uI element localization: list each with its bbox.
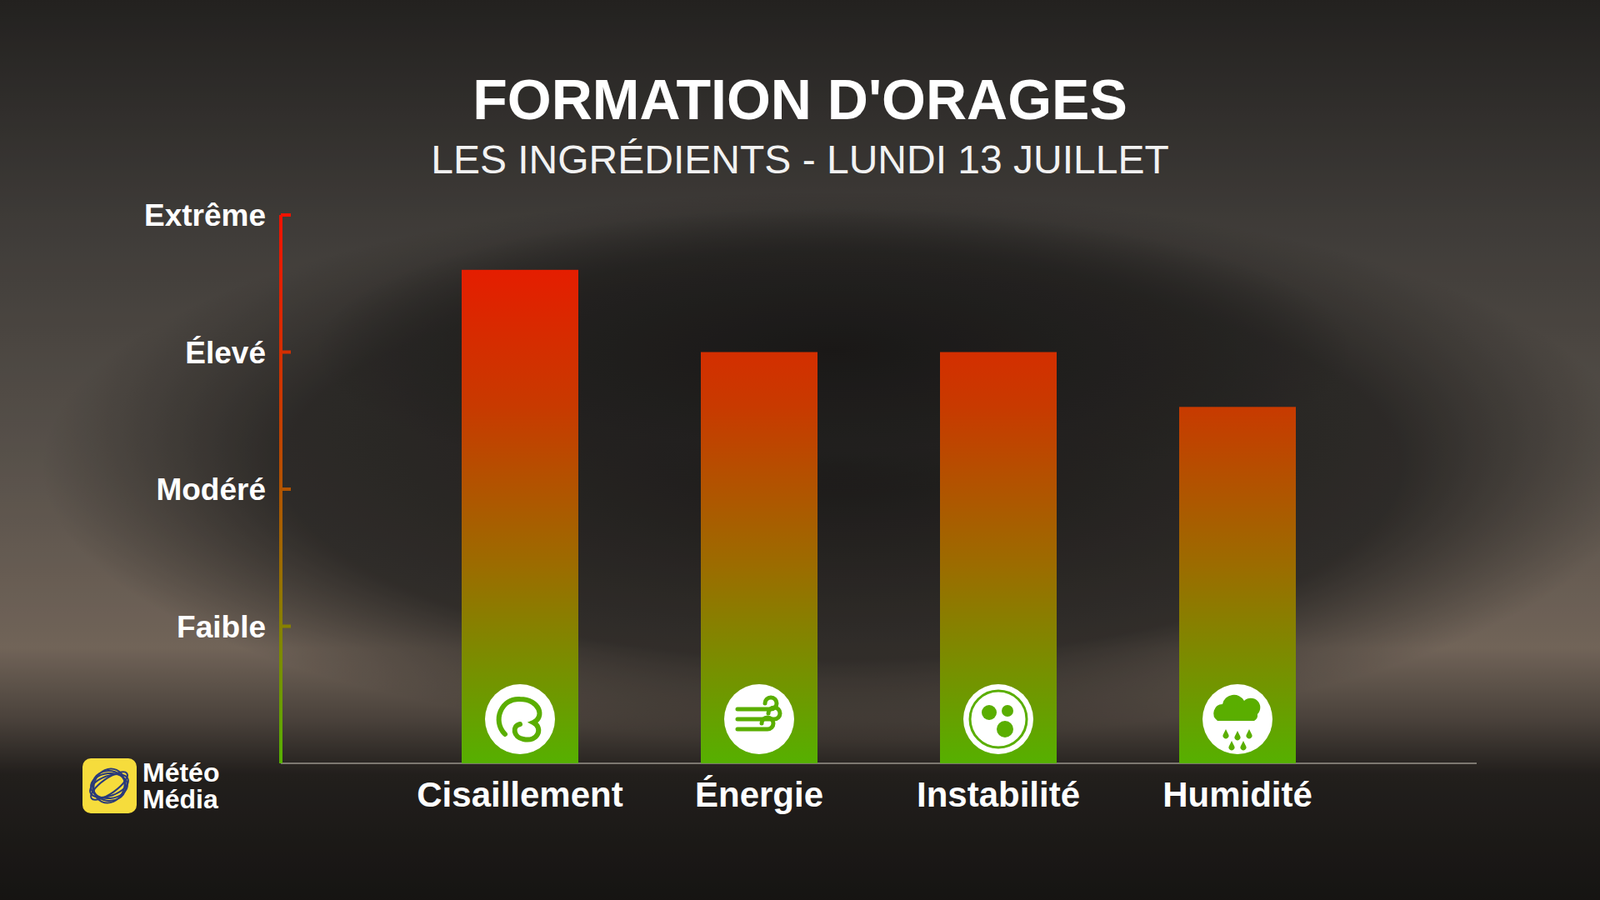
y-tick [280,213,291,217]
icon [485,684,555,755]
icon-drop [1235,730,1241,740]
y-tick [280,487,291,491]
x-tick-label: Énergie [695,775,824,815]
logo: MétéoMédia [82,757,220,815]
baseline [280,762,1477,765]
bar [940,352,1057,765]
icon-ring [970,690,1027,748]
bar [1179,406,1296,764]
icon [963,684,1034,755]
icon-drop [1240,740,1247,750]
bars [461,270,1296,764]
logo-text: Météo [142,757,220,788]
x-tick-label: Instabilité [916,775,1080,815]
subtitle: LES INGRÉDIENTS - LUNDI 13 JUILLET [430,137,1170,182]
y-tick-label: Faible [176,610,266,645]
background [0,0,1600,900]
icon [1202,684,1273,755]
icon-swirl [499,699,540,740]
y-tick-label: Élevé [185,335,266,370]
logo-globe [88,763,130,808]
icon-dot [996,720,1014,738]
x-tick-label: Cisaillement [416,775,623,815]
bar [700,352,818,765]
y-tick [280,625,291,629]
y-tick-label: Extrême [144,198,266,233]
logo-text: Média [142,784,219,815]
bar [461,270,579,764]
icon-cloud [1213,695,1260,721]
icon-circle [963,684,1034,755]
icon-circle [485,684,555,755]
icon-circle [724,684,795,755]
icon-wind [737,717,774,730]
icon-drop [1229,740,1235,750]
icon-drop [1223,729,1230,739]
y-tick [280,350,291,355]
background-dim [0,0,1600,900]
icon-dot [1001,705,1014,717]
icon-dot [981,705,997,720]
logo-globe [90,768,129,804]
icon-wind [737,707,780,720]
icon [724,684,795,755]
icon-drop [1246,729,1253,739]
icon-circle [1202,684,1273,755]
logo-badge [82,758,137,814]
y-tick-label: Modéré [155,472,266,507]
title: FORMATION D'ORAGES [472,67,1128,131]
x-tick-label: Humidité [1162,775,1313,815]
chart: FORMATION D'ORAGES LES INGRÉDIENTS - LUND… [0,0,1600,900]
